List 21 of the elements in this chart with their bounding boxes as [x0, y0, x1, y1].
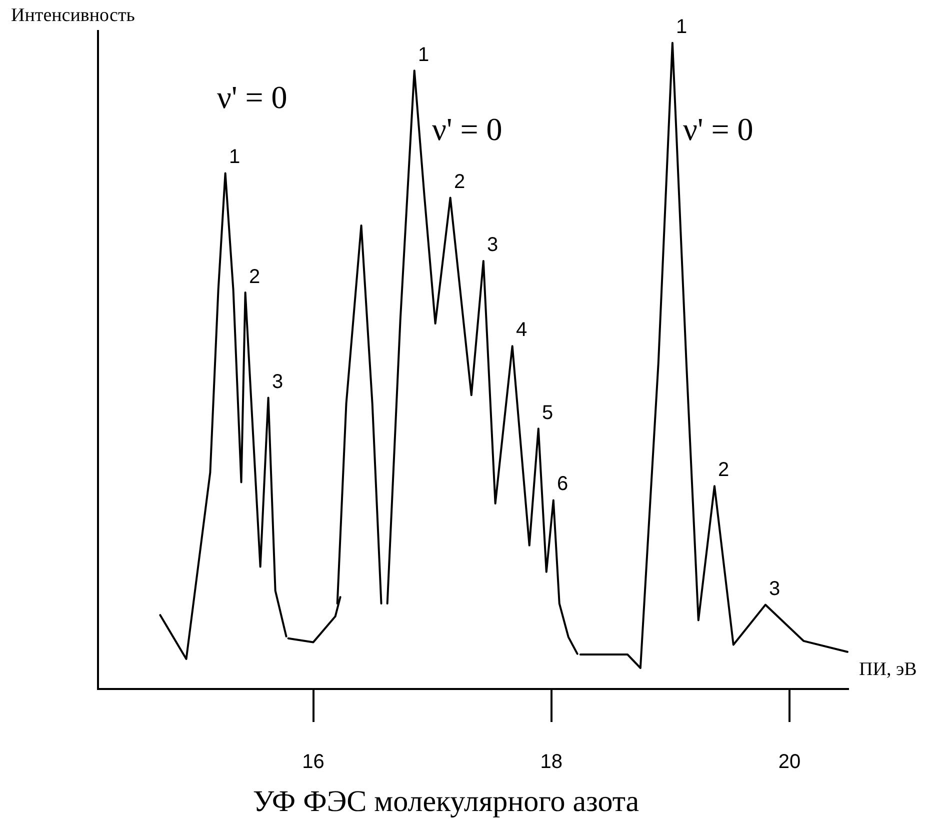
text: УФ ФЭС молекулярного азота	[252, 784, 640, 818]
annotation: 4	[516, 319, 528, 341]
y-axis-title: Интенсивность	[11, 5, 136, 26]
annotation: 1	[676, 16, 688, 38]
annotation: 3	[769, 578, 780, 600]
annotation: ν' = 0	[217, 79, 288, 115]
annotation: 3	[272, 371, 284, 393]
x-tick-label: 18	[540, 751, 563, 773]
annotation: 5	[542, 402, 554, 424]
annotation: ν' = 0	[432, 111, 502, 147]
annotation: ν' = 0	[683, 111, 754, 147]
x-axis-title: ПИ, эВ	[859, 659, 917, 680]
annotation: 6	[557, 473, 568, 495]
annotation: 2	[718, 459, 730, 481]
x-tick-label: 16	[302, 751, 324, 773]
annotation: 1	[418, 44, 430, 66]
annotation: 2	[454, 171, 466, 193]
annotation: 3	[487, 234, 498, 256]
x-tick-label: 20	[778, 751, 801, 773]
annotation: 2	[249, 266, 260, 288]
annotation: 1	[229, 146, 240, 168]
